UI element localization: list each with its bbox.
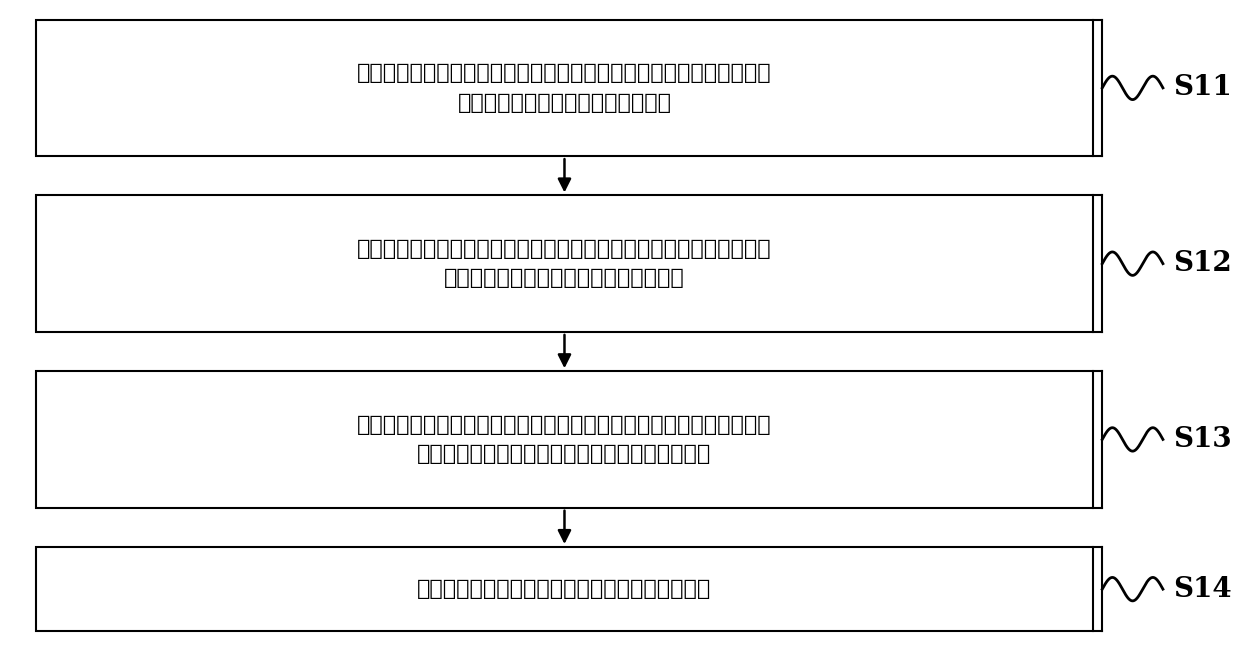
Text: 将所述第一比值和所述第二比值中数值最大的比值进行限幅计算，以获
得前驱回路和后驱回路的冷却液流量分配比例系数: 将所述第一比值和所述第二比值中数值最大的比值进行限幅计算，以获 得前驱回路和后驱… — [357, 415, 771, 464]
Text: 按照所述冷却液流量分配比例系数分配冷却液流量: 按照所述冷却液流量分配比例系数分配冷却液流量 — [418, 579, 712, 599]
Text: 分别获取所述前驱系统中前控制器和前电机的当前温度、以及所述后驱
系统中后控制器和后电机的当前温度: 分别获取所述前驱系统中前控制器和前电机的当前温度、以及所述后驱 系统中后控制器和… — [357, 63, 771, 113]
FancyBboxPatch shape — [36, 195, 1092, 332]
Text: S11: S11 — [1173, 74, 1231, 102]
Text: S13: S13 — [1173, 426, 1231, 453]
FancyBboxPatch shape — [36, 371, 1092, 508]
FancyBboxPatch shape — [36, 20, 1092, 156]
FancyBboxPatch shape — [36, 547, 1092, 631]
Text: S14: S14 — [1173, 575, 1231, 603]
Text: 计算所述前控制器与所述后控制器的当前温度的第一比值，以及所述前
电机与所述后电机的当前温度的第二比值: 计算所述前控制器与所述后控制器的当前温度的第一比值，以及所述前 电机与所述后电机… — [357, 239, 771, 288]
Text: S12: S12 — [1173, 250, 1231, 277]
